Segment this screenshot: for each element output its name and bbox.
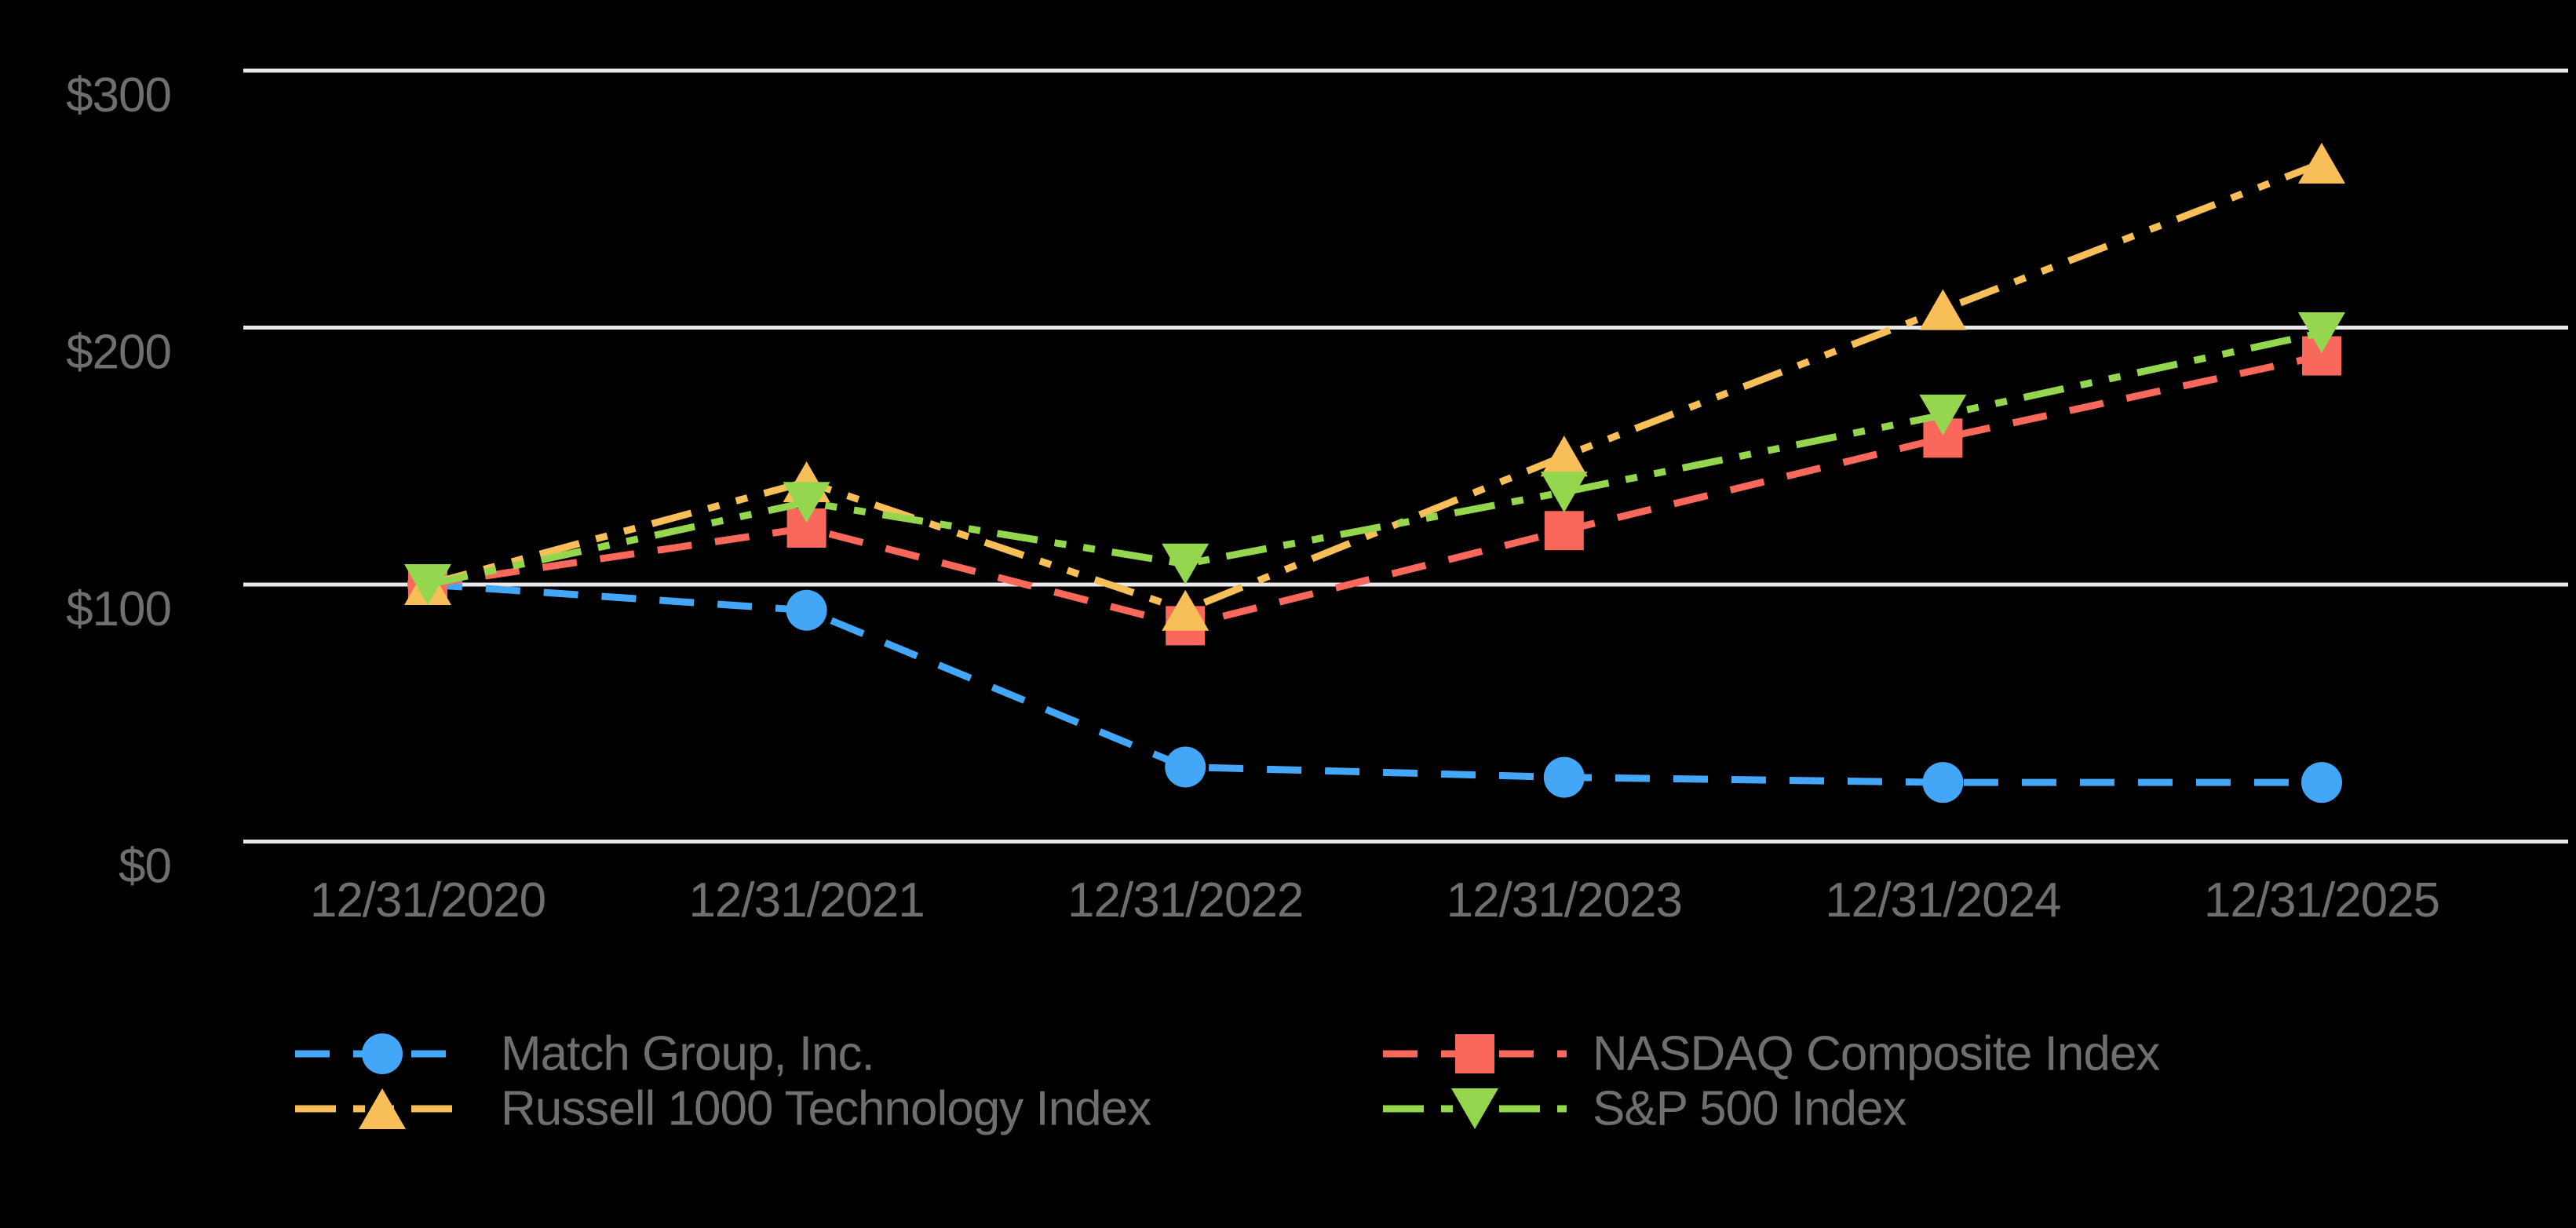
series-match-group-inc [407,564,2342,803]
data-point-russell-1000-technology-index-5 [2298,142,2345,184]
y-axis-tick-label: $0 [119,840,171,894]
legend-label: Russell 1000 Technology Index [501,1082,1151,1136]
series-s-p-500-index [404,312,2345,605]
legend-item-match-group-inc: Match Group, Inc. [295,1027,875,1081]
data-point-match-group-inc-2 [1165,746,1206,788]
y-axis-tick-label: $300 [66,68,171,122]
legend-triangle-up-icon [359,1088,406,1129]
data-point-s-p-500-index-2 [1162,543,1210,585]
y-axis-tick-label: $200 [66,326,171,380]
legend-item-s-p-500-index: S&P 500 Index [1383,1082,1908,1136]
data-point-match-group-inc-3 [1543,756,1585,798]
series-line-nasdaq-composite-index [427,352,2322,630]
legend-square-icon [1455,1034,1494,1073]
data-point-russell-1000-technology-index-2 [1162,589,1210,631]
data-point-match-group-inc-5 [2301,762,2342,803]
data-point-russell-1000-technology-index-4 [1919,289,1967,330]
data-point-match-group-inc-1 [786,589,827,631]
y-axis-tick-label: $100 [66,582,171,636]
legend-label: Match Group, Inc. [501,1027,874,1081]
x-axis-tick-label: 12/31/2023 [1447,873,1682,927]
data-point-s-p-500-index-0 [404,564,451,605]
x-axis-tick-label: 12/31/2022 [1067,873,1303,927]
legend-item-russell-1000-technology-index: Russell 1000 Technology Index [295,1082,1152,1136]
x-axis-tick-label: 12/31/2025 [2204,873,2439,927]
x-axis-tick-label: 12/31/2020 [310,873,545,927]
legend: Match Group, Inc. NASDAQ Composite Index R… [295,1027,2161,1136]
series-line-s-p-500-index [427,329,2322,588]
data-point-nasdaq-composite-index-3 [1544,511,1584,551]
data-point-s-p-500-index-3 [1540,472,1588,513]
legend-item-nasdaq-composite-index: NASDAQ Composite Index [1383,1027,2161,1081]
data-point-s-p-500-index-1 [783,482,830,523]
legend-circle-icon [362,1033,403,1074]
data-point-s-p-500-index-4 [1919,394,1967,435]
series-line-match-group-inc [427,581,2322,786]
legend-label: S&P 500 Index [1593,1082,1907,1136]
x-axis-tick-label: 12/31/2021 [688,873,924,927]
data-point-russell-1000-technology-index-3 [1540,435,1588,477]
series-line-russell-1000-technology-index [426,159,2323,614]
data-point-match-group-inc-4 [1922,762,1964,803]
legend-triangle-down-icon [1451,1088,1498,1129]
legend-label: NASDAQ Composite Index [1593,1027,2160,1081]
data-point-s-p-500-index-5 [2298,312,2345,354]
x-axis-tick-label: 12/31/2024 [1825,873,2060,927]
